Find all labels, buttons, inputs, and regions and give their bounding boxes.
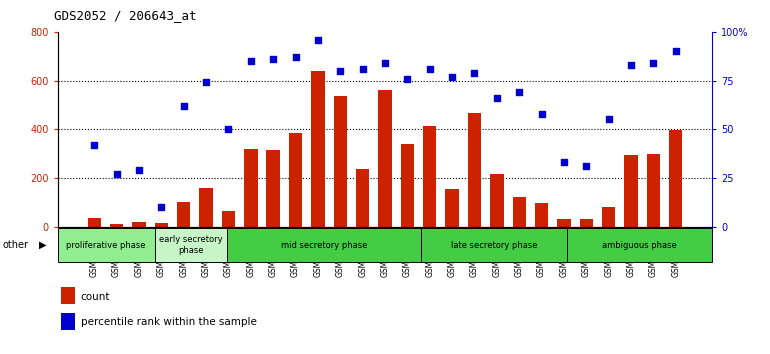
Point: [625, 62, 638, 68]
Point: [132, 167, 145, 173]
Bar: [467, 113, 481, 227]
Bar: [222, 211, 235, 227]
Point: [290, 55, 302, 60]
Bar: [155, 228, 227, 262]
Text: ambiguous phase: ambiguous phase: [602, 241, 677, 250]
Text: late secretory phase: late secretory phase: [450, 241, 537, 250]
Bar: [421, 228, 567, 262]
Bar: [333, 96, 347, 227]
Point: [156, 204, 168, 210]
Bar: [647, 154, 660, 227]
Point: [602, 117, 614, 122]
Bar: [266, 150, 280, 227]
Point: [88, 142, 100, 148]
Bar: [567, 228, 712, 262]
Point: [446, 74, 458, 80]
Bar: [378, 90, 392, 227]
Point: [535, 111, 547, 116]
Bar: [557, 219, 571, 227]
Point: [200, 80, 213, 85]
Point: [110, 171, 122, 177]
Bar: [535, 204, 548, 227]
Point: [178, 103, 190, 109]
Bar: [400, 144, 414, 227]
Bar: [88, 218, 101, 227]
Bar: [199, 188, 213, 227]
Text: count: count: [81, 292, 110, 302]
Bar: [61, 287, 75, 304]
Bar: [580, 219, 593, 227]
Point: [312, 37, 324, 42]
Point: [223, 126, 235, 132]
Text: ▶: ▶: [38, 240, 46, 250]
Text: mid secretory phase: mid secretory phase: [281, 241, 367, 250]
Text: other: other: [2, 240, 28, 250]
Point: [424, 66, 436, 72]
Point: [490, 95, 503, 101]
Point: [468, 70, 480, 76]
Bar: [61, 313, 75, 330]
Point: [580, 164, 592, 169]
Point: [670, 48, 682, 54]
Bar: [669, 130, 682, 227]
Bar: [58, 228, 155, 262]
Text: early secretory
phase: early secretory phase: [159, 235, 223, 255]
Bar: [445, 189, 459, 227]
Bar: [602, 207, 615, 227]
Bar: [227, 228, 421, 262]
Point: [334, 68, 346, 74]
Point: [245, 58, 257, 64]
Point: [557, 160, 570, 165]
Bar: [177, 202, 190, 227]
Point: [357, 66, 369, 72]
Point: [648, 60, 660, 66]
Point: [401, 76, 413, 81]
Text: percentile rank within the sample: percentile rank within the sample: [81, 317, 256, 327]
Bar: [132, 222, 146, 227]
Bar: [423, 126, 437, 227]
Bar: [244, 149, 257, 227]
Bar: [513, 198, 526, 227]
Bar: [155, 223, 168, 227]
Bar: [356, 169, 370, 227]
Bar: [624, 155, 638, 227]
Point: [379, 60, 391, 66]
Text: GDS2052 / 206643_at: GDS2052 / 206643_at: [54, 9, 196, 22]
Bar: [311, 71, 325, 227]
Text: proliferative phase: proliferative phase: [66, 241, 146, 250]
Bar: [490, 174, 504, 227]
Bar: [110, 224, 123, 227]
Bar: [289, 133, 303, 227]
Point: [513, 89, 525, 95]
Point: [267, 56, 280, 62]
